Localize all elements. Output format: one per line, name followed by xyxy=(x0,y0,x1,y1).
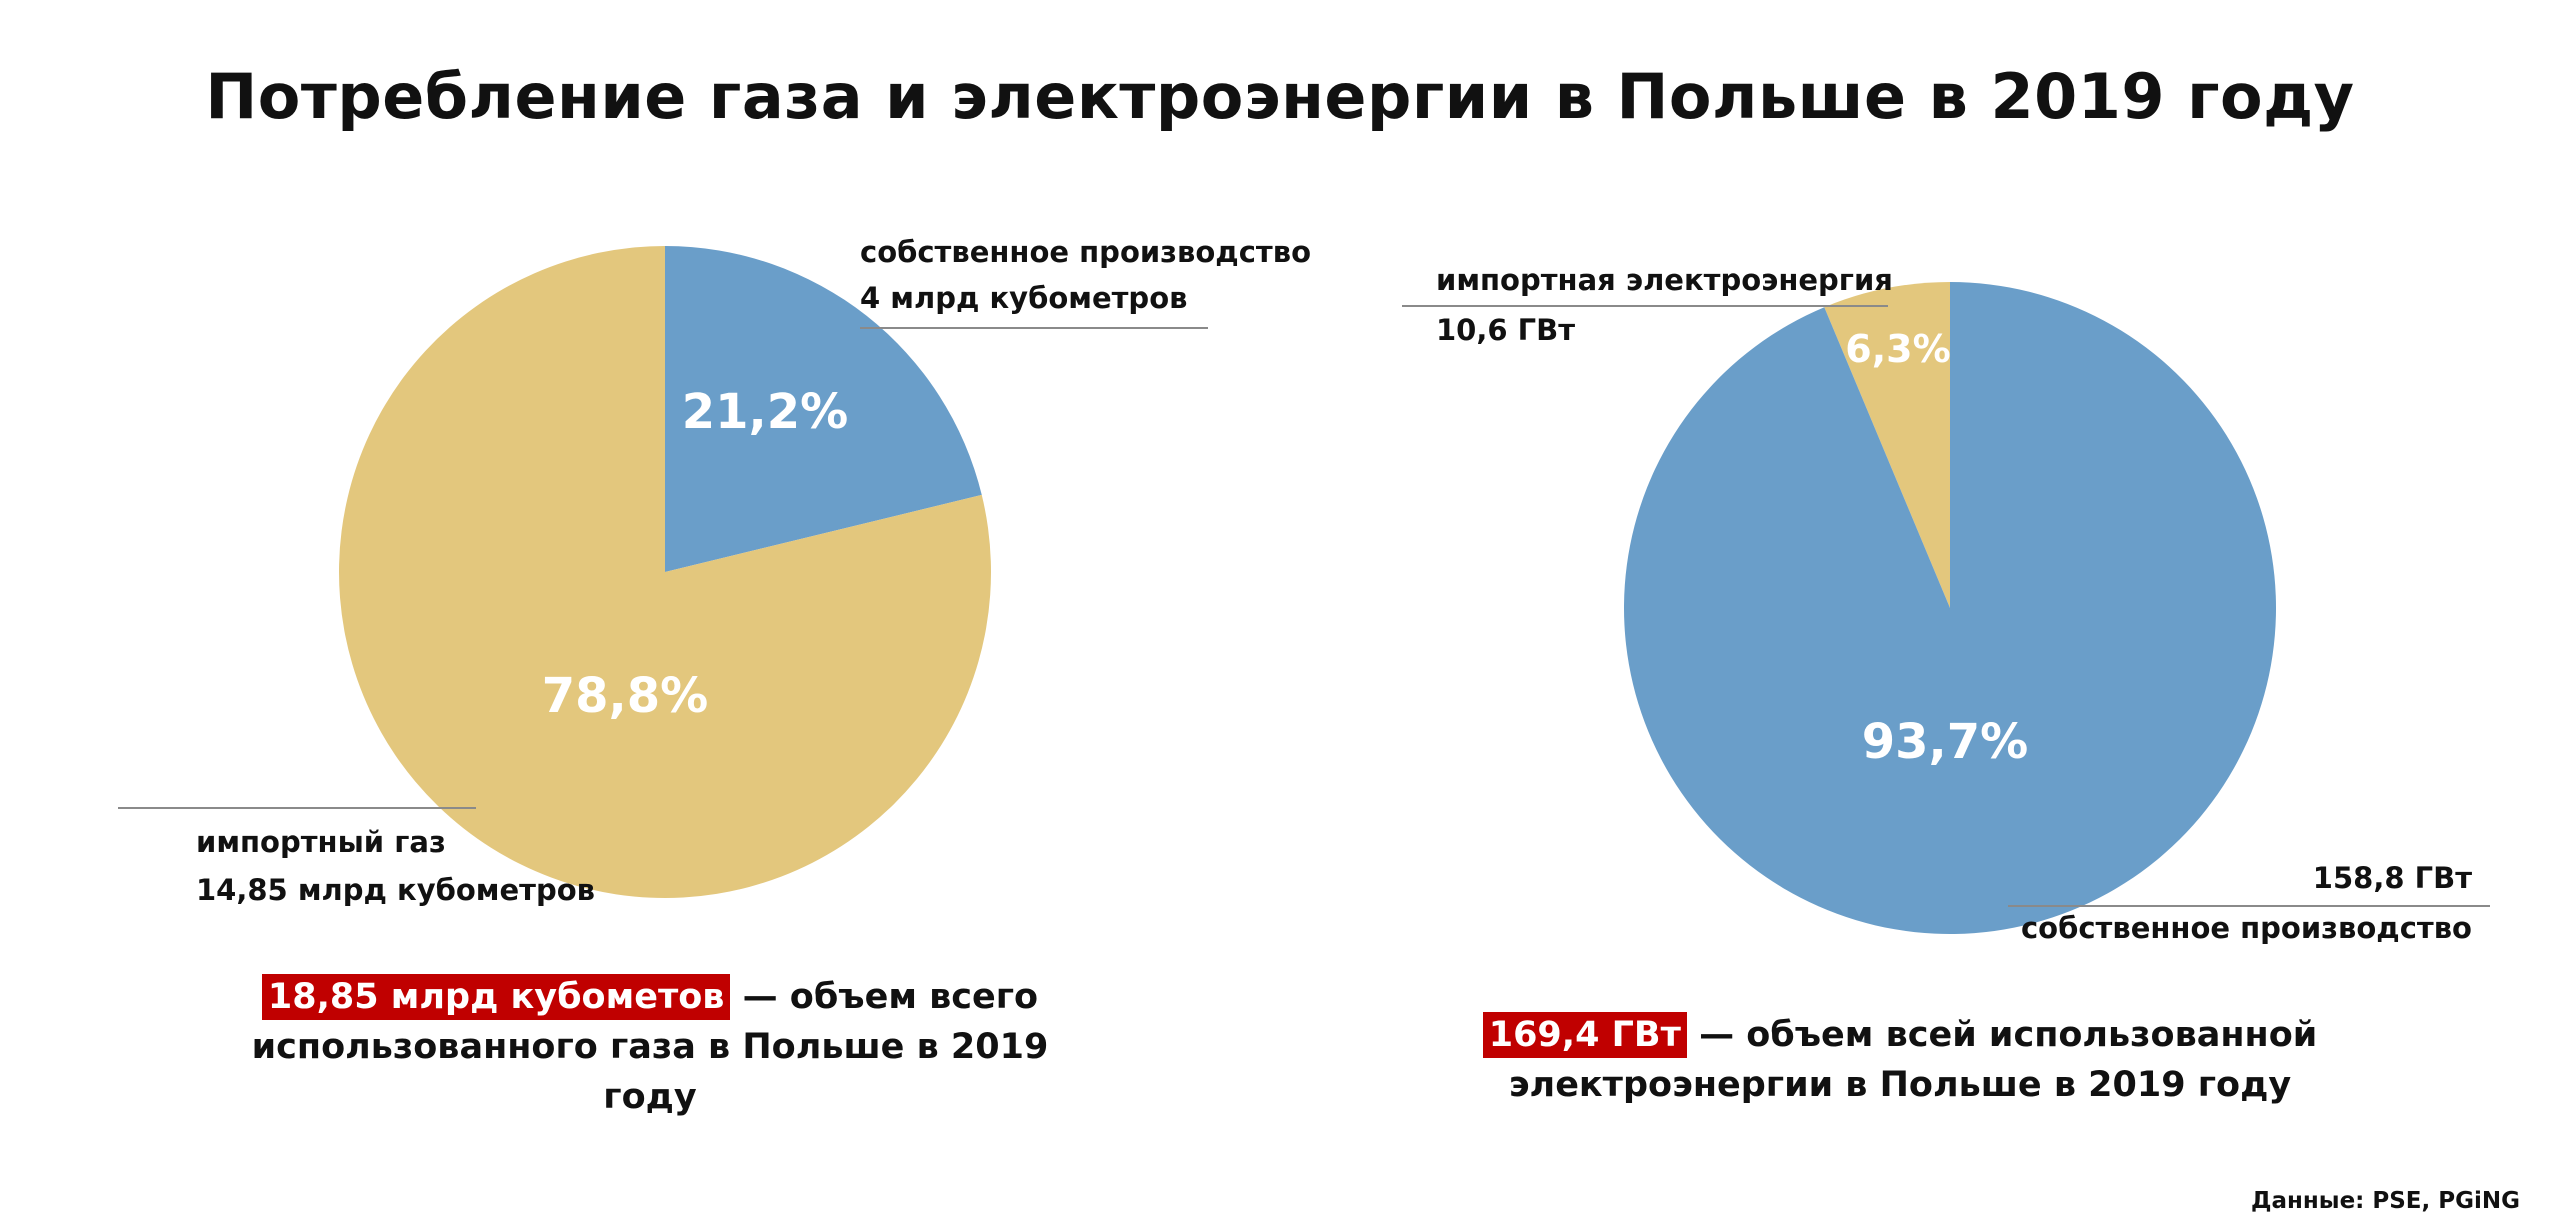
label-electricity-own: собственное производство xyxy=(2021,911,2472,945)
chart-title: Потребление газа и электроэнергии в Поль… xyxy=(205,60,2355,133)
electricity-total-highlight: 169,4 ГВт xyxy=(1482,1012,1687,1058)
pct-label-gas-own: 21,2% xyxy=(682,384,849,440)
gas-summary: 18,85 млрд кубометов — объем всего испол… xyxy=(200,972,1100,1122)
gas-pie: 21,2% 78,8% xyxy=(338,246,991,899)
pct-label-gas-import: 78,8% xyxy=(542,668,709,724)
source-note: Данные: PSE, PGiNG xyxy=(2250,1188,2520,1214)
electricity-pie: 6,3% 93,7% xyxy=(1623,282,2276,935)
pct-label-electricity-import: 6,3% xyxy=(1845,327,1950,371)
label-gas-import: импортный газ xyxy=(196,825,446,859)
electricity-summary-line1: — объем всей использованной xyxy=(1686,1015,2318,1055)
sublabel-gas-own: 4 млрд кубометров xyxy=(860,281,1187,315)
pie-slice-electricity-own xyxy=(1623,282,2276,935)
gas-summary-line2: использованного газа в Польше в 2019 год… xyxy=(251,1027,1049,1117)
label-electricity-import: импортная электроэнергия xyxy=(1436,263,1893,297)
gas-summary-line1: — объем всего xyxy=(730,977,1039,1017)
gas-total-highlight: 18,85 млрд кубометов xyxy=(261,974,731,1020)
pie-slice-gas-own xyxy=(665,246,982,572)
sublabel-electricity-import: 10,6 ГВт xyxy=(1436,313,1575,347)
pie-slice-electricity-import xyxy=(1824,282,1950,608)
electricity-summary-line2: электроэнергии в Польше в 2019 году xyxy=(1508,1065,2292,1105)
electricity-summary: 169,4 ГВт — объем всей использованной эл… xyxy=(1450,1010,2350,1110)
sublabel-gas-import: 14,85 млрд кубометров xyxy=(196,873,595,907)
sublabel-electricity-own: 158,8 ГВт xyxy=(2313,861,2472,895)
pct-label-electricity-own: 93,7% xyxy=(1862,714,2029,770)
label-gas-own: собственное производство xyxy=(860,235,1311,269)
pie-slice-gas-import xyxy=(338,246,991,899)
